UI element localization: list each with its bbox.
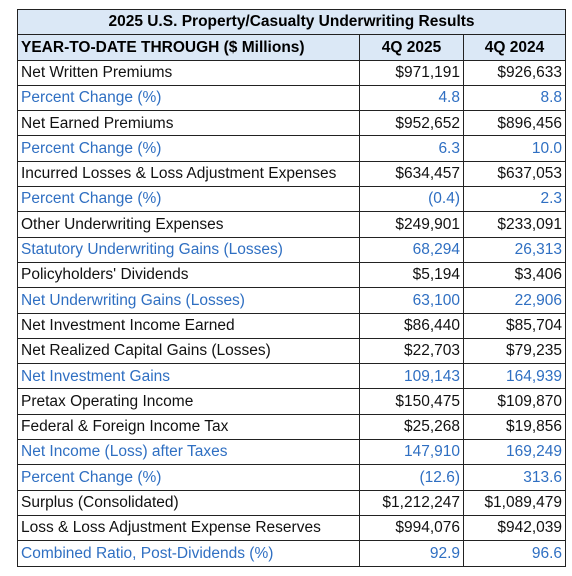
value-2025: 6.3 bbox=[359, 135, 464, 162]
value-2024: 22,906 bbox=[462, 287, 567, 314]
value-2025: 109,143 bbox=[359, 363, 464, 390]
value-2025: $634,457 bbox=[359, 160, 464, 188]
value-2024: $926,633 bbox=[462, 59, 567, 86]
row-label: Percent Change (%) bbox=[17, 135, 360, 162]
table-row: Policyholders' Dividends $5,194 $3,406 bbox=[17, 261, 567, 289]
value-2024: $19,856 bbox=[462, 413, 567, 441]
table-row: Loss & Loss Adjustment Expense Reserves $… bbox=[17, 514, 567, 542]
value-2025: $25,268 bbox=[359, 413, 464, 441]
value-2025: $952,652 bbox=[359, 110, 464, 137]
table-row: Net Realized Capital Gains (Losses) $22,7… bbox=[17, 337, 567, 365]
row-label: Net Written Premiums bbox=[17, 59, 360, 86]
row-label: Net Investment Gains bbox=[17, 363, 360, 390]
row-label: Other Underwriting Expenses bbox=[17, 211, 360, 238]
value-2024: 26,313 bbox=[462, 236, 567, 263]
table-row: Net Earned Premiums $952,652 $896,456 bbox=[17, 110, 567, 137]
table-row: Combined Ratio, Post-Dividends (%) 92.9 96… bbox=[17, 540, 567, 567]
table-row: Federal & Foreign Income Tax $25,268 $19,8… bbox=[17, 413, 567, 441]
value-2024: 164,939 bbox=[462, 363, 567, 390]
table-row: Net Investment Gains 109,143 164,939 bbox=[17, 363, 567, 390]
row-label: Combined Ratio, Post-Dividends (%) bbox=[17, 540, 360, 567]
value-2024: 169,249 bbox=[462, 439, 567, 466]
table-row: Net Income (Loss) after Taxes 147,910 169,… bbox=[17, 439, 567, 466]
table-row: Percent Change (%) (12.6) 313.6 bbox=[17, 464, 567, 491]
table-row: Net Investment Income Earned $86,440 $85,7… bbox=[17, 312, 567, 339]
value-2024: $79,235 bbox=[462, 337, 567, 365]
value-2025: $150,475 bbox=[359, 388, 464, 415]
value-2025: $22,703 bbox=[359, 337, 464, 365]
row-label: Loss & Loss Adjustment Expense Reserves bbox=[17, 514, 360, 542]
row-label: Statutory Underwriting Gains (Losses) bbox=[17, 236, 360, 263]
row-label: Net Income (Loss) after Taxes bbox=[17, 439, 360, 466]
table-row: Other Underwriting Expenses $249,901 $233,… bbox=[17, 211, 567, 238]
table-row: Surplus (Consolidated) $1,212,247 $1,089,4… bbox=[17, 489, 567, 516]
row-label: Federal & Foreign Income Tax bbox=[17, 413, 360, 441]
value-2025: $86,440 bbox=[359, 312, 464, 339]
row-label: Percent Change (%) bbox=[17, 186, 360, 213]
value-2024: 10.0 bbox=[462, 135, 567, 162]
table-body: YEAR-TO-DATE THROUGH ($ Millions) 4Q 202… bbox=[17, 34, 567, 567]
value-2025: $971,191 bbox=[359, 59, 464, 86]
value-2024: 96.6 bbox=[462, 540, 567, 567]
row-label: Pretax Operating Income bbox=[17, 388, 360, 415]
row-label: Incurred Losses & Loss Adjustment Expens… bbox=[17, 160, 360, 188]
table-row: Net Written Premiums $971,191 $926,633 bbox=[17, 59, 567, 86]
table-title-row: 2025 U.S. Property/Casualty Underwriting… bbox=[16, 8, 567, 36]
value-2025: 147,910 bbox=[359, 439, 464, 466]
row-label: Policyholders' Dividends bbox=[17, 261, 360, 289]
table-row: Incurred Losses & Loss Adjustment Expens… bbox=[17, 160, 567, 188]
value-2024: $233,091 bbox=[462, 211, 567, 238]
table-row: Percent Change (%) 6.3 10.0 bbox=[17, 135, 567, 162]
value-2025: 92.9 bbox=[359, 540, 464, 567]
row-label: Net Investment Income Earned bbox=[17, 312, 360, 339]
value-2024: 2.3 bbox=[462, 186, 567, 213]
value-2024: $896,456 bbox=[462, 110, 567, 137]
table-row: Statutory Underwriting Gains (Losses) 68,… bbox=[17, 236, 567, 263]
value-2024: $637,053 bbox=[462, 160, 567, 188]
value-2025: $5,194 bbox=[359, 261, 464, 289]
value-2024: $942,039 bbox=[462, 514, 567, 542]
value-2025: 4.8 bbox=[359, 84, 464, 112]
value-2025: 68,294 bbox=[359, 236, 464, 263]
table-row: Percent Change (%) 4.8 8.8 bbox=[17, 84, 567, 112]
row-label: Net Realized Capital Gains (Losses) bbox=[17, 337, 360, 365]
row-label: Surplus (Consolidated) bbox=[17, 489, 360, 516]
table-row: Net Underwriting Gains (Losses) 63,100 22,… bbox=[17, 287, 567, 314]
value-2024: $109,870 bbox=[462, 388, 567, 415]
value-2024: 8.8 bbox=[462, 84, 567, 112]
underwriting-results-table-container: 2025 U.S. Property/Casualty Underwriting… bbox=[16, 8, 567, 567]
value-2024: 313.6 bbox=[462, 464, 567, 491]
row-label: Percent Change (%) bbox=[17, 464, 360, 491]
value-2025: $1,212,247 bbox=[359, 489, 464, 516]
header-label: YEAR-TO-DATE THROUGH ($ Millions) bbox=[17, 34, 360, 61]
header-col-2024: 4Q 2024 bbox=[462, 34, 567, 61]
table-title: 2025 U.S. Property/Casualty Underwriting… bbox=[16, 8, 567, 36]
row-label: Percent Change (%) bbox=[17, 84, 360, 112]
value-2025: 63,100 bbox=[359, 287, 464, 314]
value-2025: $994,076 bbox=[359, 514, 464, 542]
underwriting-results-table: 2025 U.S. Property/Casualty Underwriting… bbox=[16, 8, 567, 567]
row-label: Net Underwriting Gains (Losses) bbox=[17, 287, 360, 314]
value-2024: $3,406 bbox=[462, 261, 567, 289]
value-2025: $249,901 bbox=[359, 211, 464, 238]
value-2024: $1,089,479 bbox=[462, 489, 567, 516]
column-header-row: YEAR-TO-DATE THROUGH ($ Millions) 4Q 202… bbox=[17, 34, 567, 61]
header-col-2025: 4Q 2025 bbox=[359, 34, 464, 61]
row-label: Net Earned Premiums bbox=[17, 110, 360, 137]
table-row: Pretax Operating Income $150,475 $109,870 bbox=[17, 388, 567, 415]
table-row: Percent Change (%) (0.4) 2.3 bbox=[17, 186, 567, 213]
value-2025: (0.4) bbox=[359, 186, 464, 213]
value-2024: $85,704 bbox=[462, 312, 567, 339]
value-2025: (12.6) bbox=[359, 464, 464, 491]
